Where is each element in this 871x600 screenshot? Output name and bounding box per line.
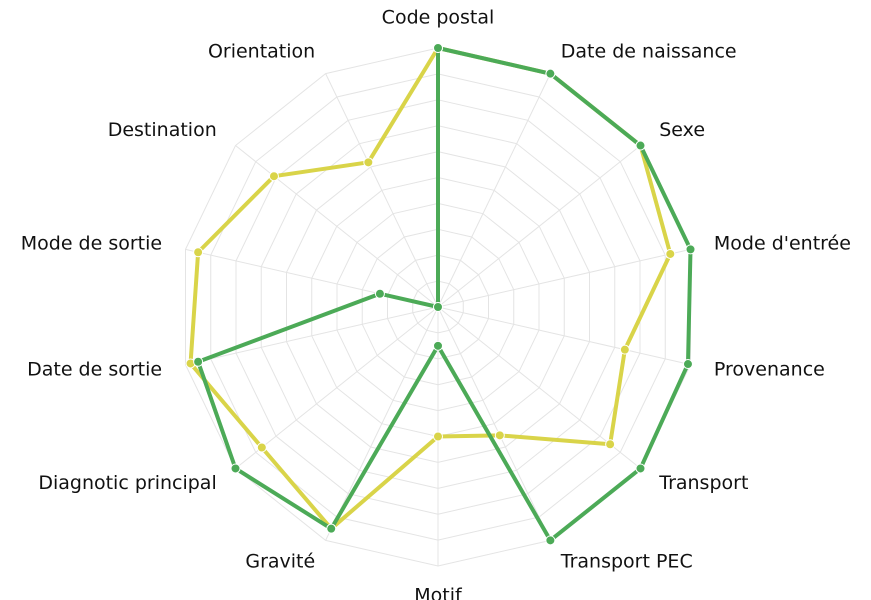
data-point [230, 463, 241, 474]
data-point [193, 247, 204, 258]
axis-label: Orientation [208, 41, 315, 63]
spoke [437, 306, 691, 366]
axis-label: Transport [658, 472, 748, 494]
data-point [433, 340, 443, 351]
data-point [374, 288, 385, 299]
data-point [685, 244, 696, 255]
spoke [325, 73, 439, 308]
data-point [193, 356, 204, 367]
data-point [545, 68, 556, 79]
data-point [545, 535, 556, 546]
axis-label: Destination [108, 119, 217, 141]
data-point [494, 430, 505, 441]
data-point [256, 442, 267, 453]
axis-label: Transport PEC [560, 550, 693, 572]
data-point [433, 302, 443, 312]
axis-label: Gravité [245, 550, 315, 572]
data-point [268, 171, 279, 182]
spoke [437, 248, 691, 308]
axis-label: Mode de sortie [21, 233, 162, 255]
axis-label: Provenance [714, 358, 825, 380]
data-point [605, 439, 616, 450]
data-point [635, 463, 646, 474]
series-line [188, 46, 673, 531]
axis-label: Date de sortie [27, 358, 162, 380]
data-point [433, 431, 443, 442]
spoke [235, 145, 439, 308]
spoke [437, 73, 551, 308]
axis-label: Diagnotic principal [38, 472, 216, 494]
spoke [437, 145, 641, 308]
spoke [325, 306, 439, 541]
axis-label: Code postal [382, 7, 495, 29]
spoke [235, 306, 439, 469]
spoke [185, 306, 439, 366]
data-point [619, 344, 630, 355]
data-point [363, 157, 374, 168]
data-point [326, 523, 337, 534]
spoke [437, 306, 551, 541]
axis-label: Sexe [659, 119, 705, 141]
series-line [196, 46, 693, 543]
data-point [682, 359, 693, 370]
data-point [635, 140, 646, 151]
axis-label: Mode d'entrée [714, 233, 851, 255]
axis-label: Date de naissance [561, 41, 737, 63]
data-point [433, 43, 443, 53]
data-point [665, 248, 676, 259]
axis-label: Motif [414, 585, 463, 600]
